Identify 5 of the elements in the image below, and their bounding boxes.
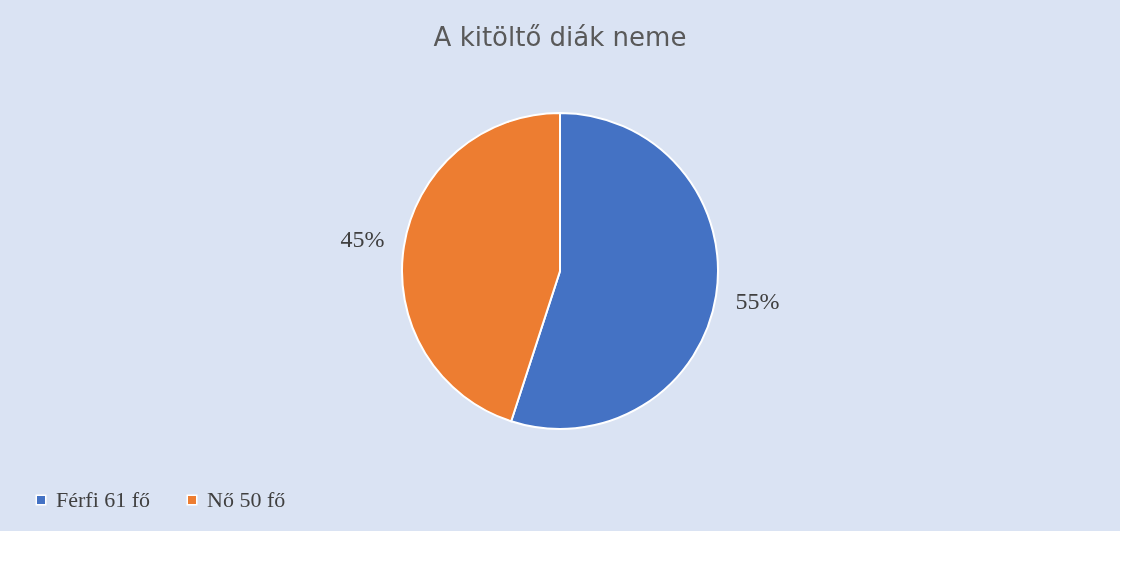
chart-title: A kitöltő diák neme (433, 22, 687, 52)
data-label: 55% (735, 288, 780, 315)
legend-label: Férfi 61 fő (56, 487, 151, 512)
legend-label: Nő 50 fő (207, 487, 286, 512)
data-label: 45% (340, 225, 385, 252)
